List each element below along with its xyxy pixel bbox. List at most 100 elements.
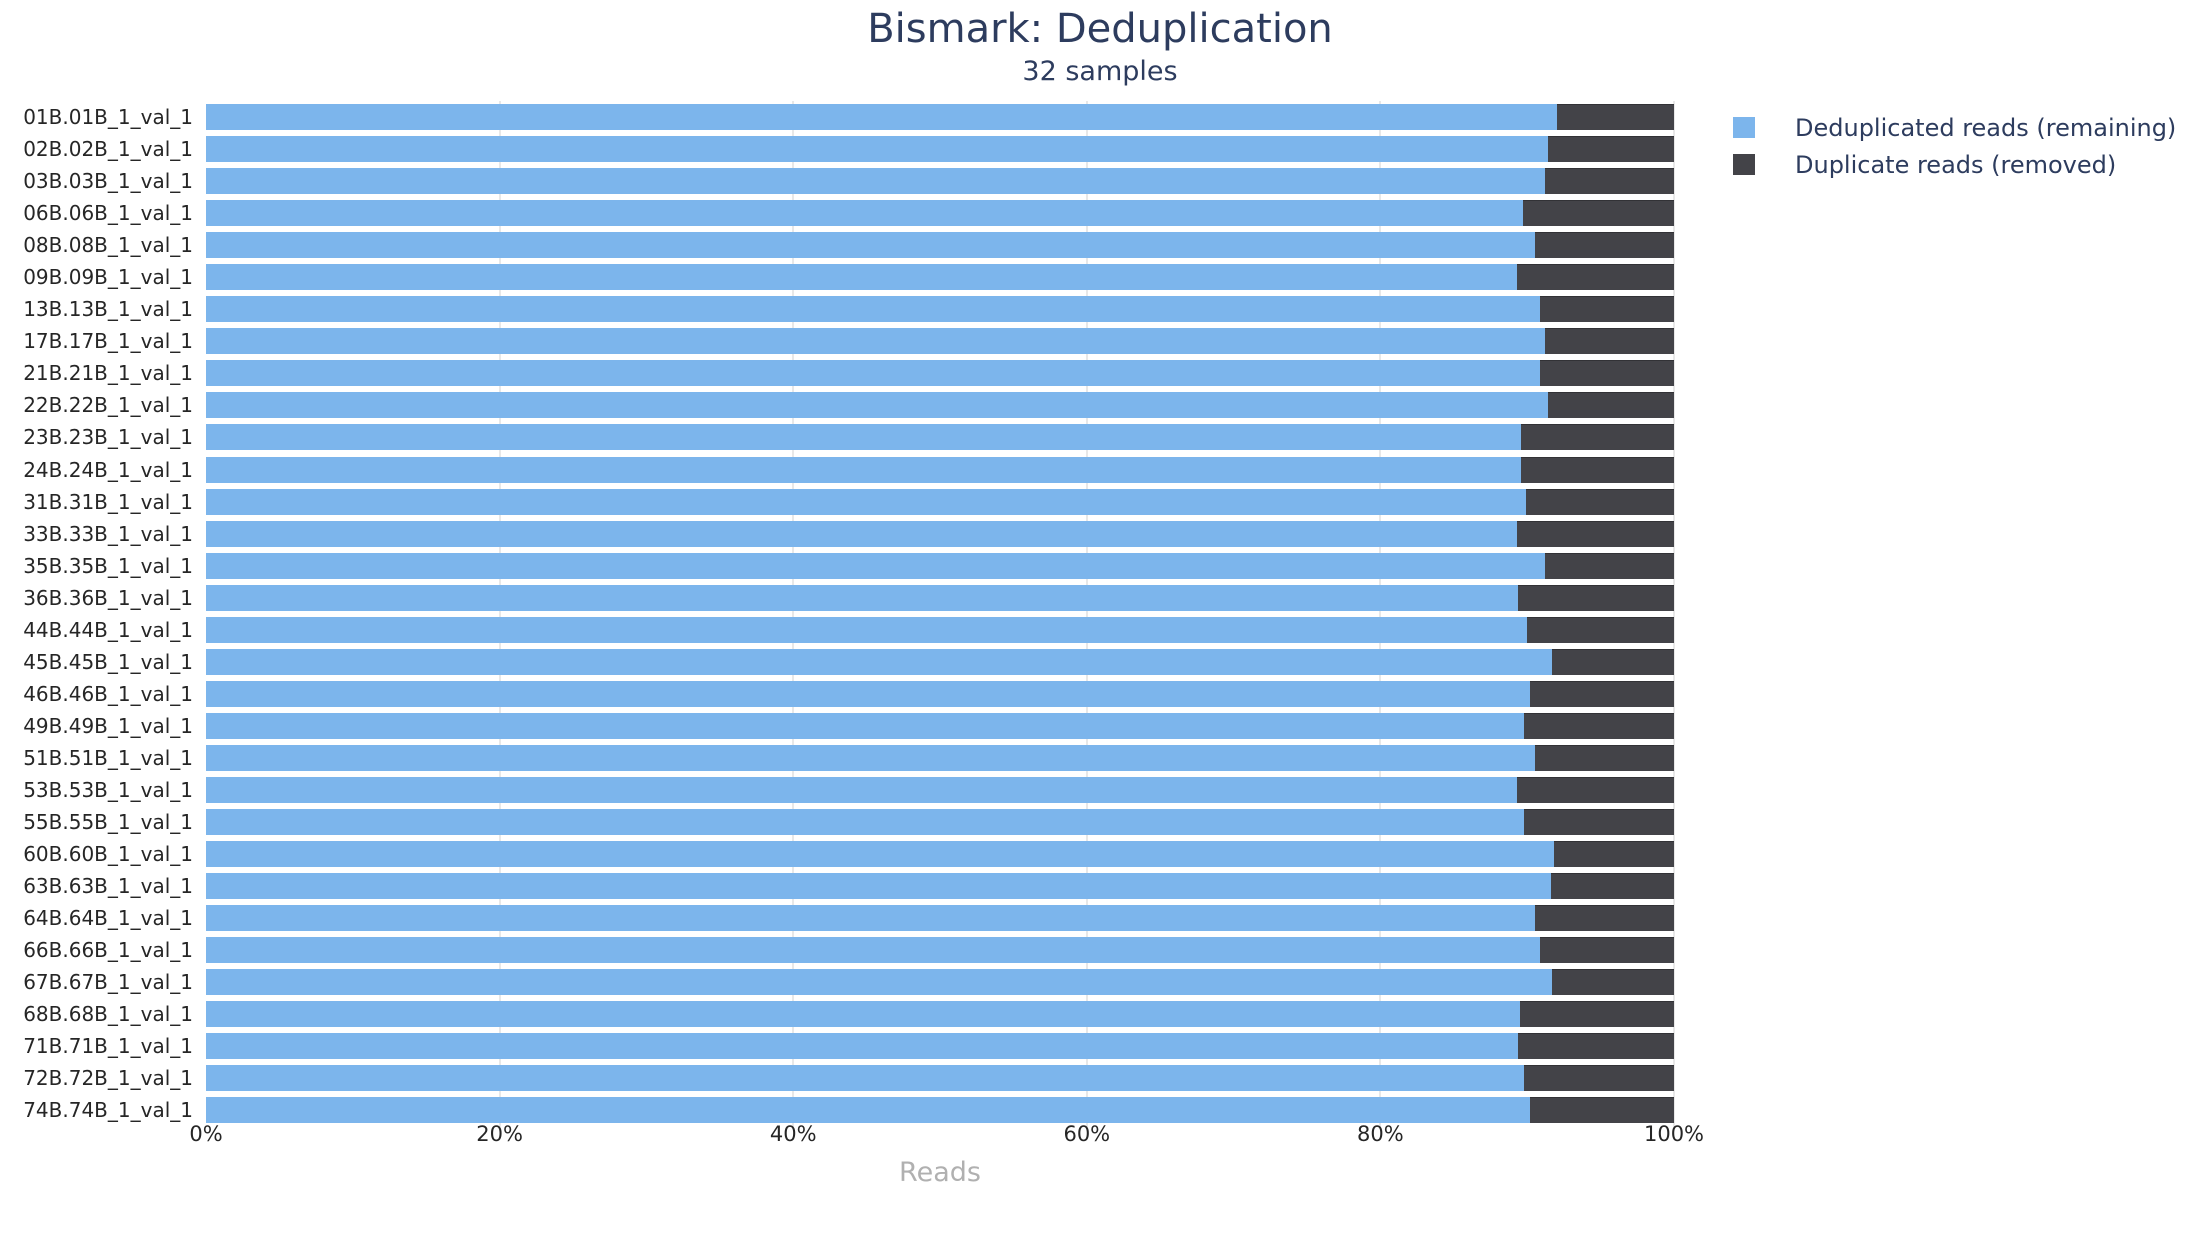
- stacked-bar[interactable]: [206, 296, 1674, 323]
- stacked-bar[interactable]: [206, 873, 1674, 900]
- bar-segment-remaining[interactable]: [206, 456, 1522, 483]
- bar-segment-remaining[interactable]: [206, 1097, 1531, 1124]
- stacked-bar[interactable]: [206, 937, 1674, 964]
- bar-segment-remaining[interactable]: [206, 777, 1517, 803]
- bar-segment-removed[interactable]: [1518, 584, 1674, 611]
- bar-segment-remaining[interactable]: [206, 905, 1535, 932]
- stacked-bar[interactable]: [206, 200, 1674, 227]
- stacked-bar[interactable]: [206, 552, 1674, 579]
- bar-segment-removed[interactable]: [1556, 104, 1674, 131]
- stacked-bar[interactable]: [206, 136, 1674, 163]
- bar-segment-removed[interactable]: [1544, 168, 1674, 195]
- bar-segment-removed[interactable]: [1547, 136, 1674, 163]
- bar-segment-removed[interactable]: [1530, 1097, 1674, 1124]
- bar-segment-removed[interactable]: [1530, 680, 1674, 707]
- bar-segment-remaining[interactable]: [206, 873, 1551, 900]
- bar-segment-removed[interactable]: [1550, 873, 1674, 900]
- stacked-bar[interactable]: [206, 328, 1674, 355]
- bar-segment-remaining[interactable]: [206, 520, 1517, 547]
- bar-segment-removed[interactable]: [1516, 520, 1674, 547]
- bar-segment-remaining[interactable]: [206, 584, 1519, 611]
- stacked-bar[interactable]: [206, 392, 1674, 419]
- stacked-bar[interactable]: [206, 232, 1674, 259]
- bar-segment-removed[interactable]: [1534, 232, 1674, 259]
- stacked-bar[interactable]: [206, 744, 1674, 771]
- bar-segment-removed[interactable]: [1516, 264, 1674, 291]
- bar-segment-removed[interactable]: [1524, 809, 1674, 836]
- stacked-bar[interactable]: [206, 616, 1674, 643]
- bar-segment-removed[interactable]: [1516, 777, 1674, 803]
- bar-segment-remaining[interactable]: [206, 1033, 1519, 1060]
- stacked-bar[interactable]: [206, 905, 1674, 932]
- bar-segment-remaining[interactable]: [206, 969, 1553, 996]
- stacked-bar[interactable]: [206, 969, 1674, 996]
- stacked-bar[interactable]: [206, 1097, 1674, 1124]
- bar-segment-removed[interactable]: [1540, 937, 1674, 964]
- stacked-bar[interactable]: [206, 264, 1674, 291]
- bar-segment-remaining[interactable]: [206, 712, 1525, 739]
- bar-segment-remaining[interactable]: [206, 552, 1545, 579]
- bar-segment-removed[interactable]: [1522, 200, 1674, 227]
- bar-segment-removed[interactable]: [1524, 1065, 1674, 1092]
- bar-segment-remaining[interactable]: [206, 264, 1517, 291]
- bar-segment-remaining[interactable]: [206, 424, 1522, 451]
- stacked-bar[interactable]: [206, 712, 1674, 739]
- bar-segment-remaining[interactable]: [206, 104, 1557, 131]
- bar-segment-removed[interactable]: [1521, 424, 1674, 451]
- bar-segment-remaining[interactable]: [206, 1065, 1525, 1092]
- bar-segment-removed[interactable]: [1553, 841, 1674, 868]
- bar-segment-remaining[interactable]: [206, 648, 1553, 675]
- bar-segment-remaining[interactable]: [206, 296, 1541, 323]
- bar-segment-remaining[interactable]: [206, 488, 1526, 515]
- bar-segment-removed[interactable]: [1527, 616, 1674, 643]
- bar-segment-remaining[interactable]: [206, 937, 1541, 964]
- bar-segment-remaining[interactable]: [206, 744, 1535, 771]
- stacked-bar[interactable]: [206, 1001, 1674, 1028]
- bar-segment-remaining[interactable]: [206, 1001, 1520, 1028]
- stacked-bar[interactable]: [206, 360, 1674, 387]
- bar-segment-remaining[interactable]: [206, 841, 1554, 868]
- stacked-bar[interactable]: [206, 424, 1674, 451]
- stacked-bar[interactable]: [206, 520, 1674, 547]
- stacked-bar[interactable]: [206, 841, 1674, 868]
- stacked-bar[interactable]: [206, 104, 1674, 131]
- bar-segment-removed[interactable]: [1544, 328, 1674, 355]
- bar-segment-remaining[interactable]: [206, 168, 1545, 195]
- bar-segment-remaining[interactable]: [206, 328, 1545, 355]
- bar-segment-remaining[interactable]: [206, 392, 1548, 419]
- sample-label: 24B.24B_1_val_1: [23, 457, 193, 482]
- stacked-bar[interactable]: [206, 456, 1674, 483]
- stacked-bar[interactable]: [206, 648, 1674, 675]
- bar-segment-removed[interactable]: [1524, 712, 1674, 739]
- stacked-bar[interactable]: [206, 584, 1674, 611]
- stacked-bar[interactable]: [206, 488, 1674, 515]
- bar-segment-remaining[interactable]: [206, 136, 1548, 163]
- bar-segment-removed[interactable]: [1534, 744, 1674, 771]
- bar-segment-removed[interactable]: [1544, 552, 1674, 579]
- bar-segment-removed[interactable]: [1519, 1001, 1674, 1028]
- stacked-bar[interactable]: [206, 168, 1674, 195]
- bar-segment-remaining[interactable]: [206, 680, 1531, 707]
- bar-segment-remaining[interactable]: [206, 232, 1535, 259]
- bar-segment-remaining[interactable]: [206, 809, 1525, 836]
- bar-segment-removed[interactable]: [1540, 296, 1674, 323]
- sample-label: 51B.51B_1_val_1: [23, 745, 193, 770]
- bar-segment-removed[interactable]: [1540, 360, 1674, 387]
- stacked-bar[interactable]: [206, 777, 1674, 803]
- bar-segment-removed[interactable]: [1547, 392, 1674, 419]
- gridline: [1085, 101, 1088, 1127]
- stacked-bar[interactable]: [206, 1065, 1674, 1092]
- stacked-bar[interactable]: [206, 680, 1674, 707]
- stacked-bar[interactable]: [206, 1033, 1674, 1060]
- bar-segment-remaining[interactable]: [206, 200, 1523, 227]
- bar-segment-removed[interactable]: [1552, 969, 1674, 996]
- stacked-bar[interactable]: [206, 809, 1674, 836]
- bar-segment-removed[interactable]: [1525, 488, 1674, 515]
- bar-segment-removed[interactable]: [1552, 648, 1674, 675]
- bar-segment-removed[interactable]: [1518, 1033, 1674, 1060]
- bar-segment-remaining[interactable]: [206, 360, 1541, 387]
- bar-segment-remaining[interactable]: [206, 616, 1528, 643]
- bar-segment-removed[interactable]: [1534, 905, 1674, 932]
- gridline: [792, 101, 795, 1127]
- bar-segment-removed[interactable]: [1521, 456, 1674, 483]
